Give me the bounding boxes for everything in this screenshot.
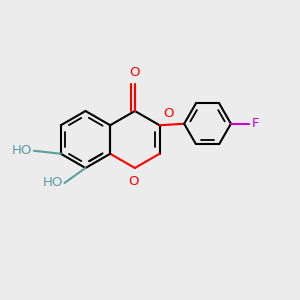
Text: O: O <box>128 175 139 188</box>
Text: O: O <box>130 67 140 80</box>
Text: O: O <box>164 107 174 120</box>
Text: HO: HO <box>43 176 63 190</box>
Text: F: F <box>251 117 259 130</box>
Text: HO: HO <box>12 144 32 157</box>
